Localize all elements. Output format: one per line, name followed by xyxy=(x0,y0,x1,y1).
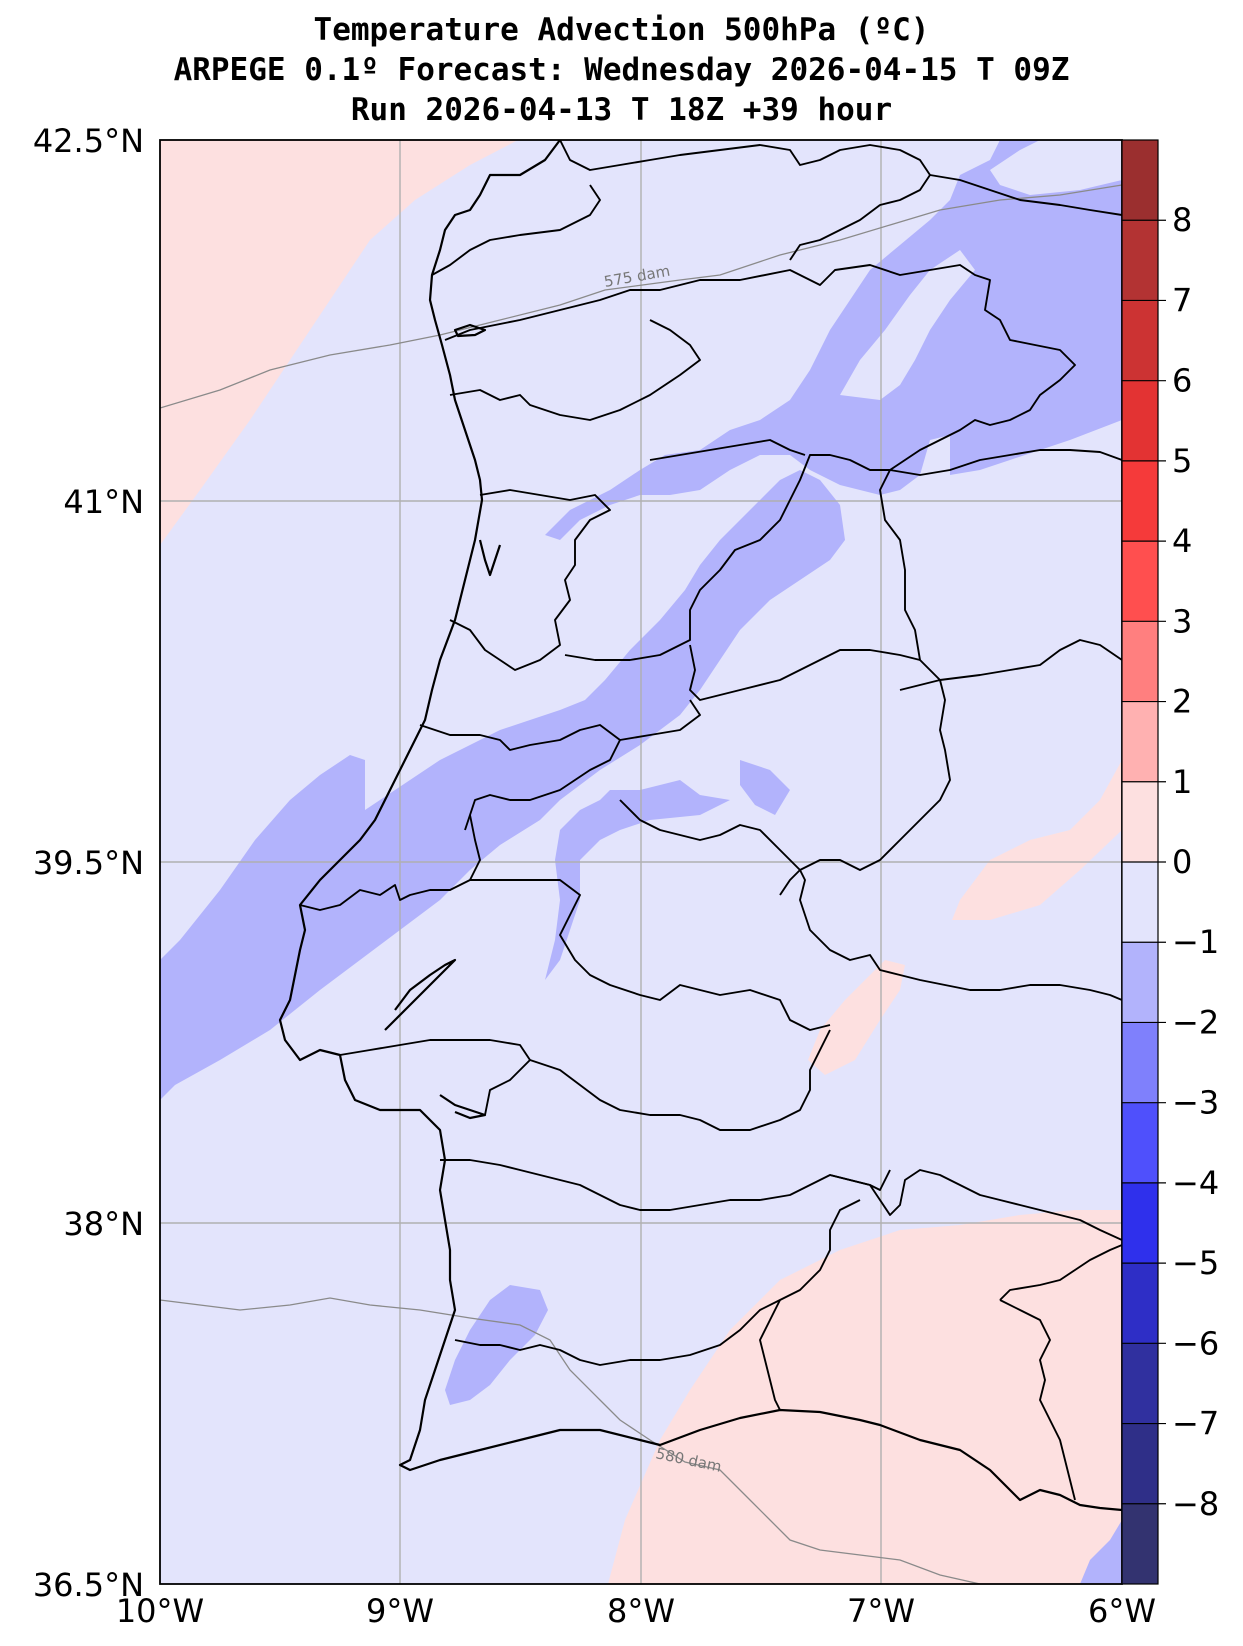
colorbar-segment xyxy=(1122,862,1158,943)
colorbar-tick-label: −1 xyxy=(1172,923,1219,961)
border-spain-east xyxy=(999,1244,1122,1301)
colorbar-tick-label: 8 xyxy=(1172,201,1192,239)
cold-advection-northeast-gap xyxy=(990,140,1122,195)
colorbar-segment xyxy=(1122,380,1158,462)
cold-advection-north-band xyxy=(545,140,1122,540)
colorbar-segment xyxy=(1122,1343,1158,1425)
colorbar-tick-label: 6 xyxy=(1172,362,1192,400)
coastline-sado-estuary xyxy=(439,1094,487,1120)
lon-label-8w: 8°W xyxy=(607,1592,675,1630)
colorbar-tick-label: −2 xyxy=(1172,1003,1219,1041)
colorbar-tick-label: −3 xyxy=(1172,1084,1219,1122)
border-district-porto-aveiro xyxy=(449,489,611,671)
colorbar-tick-label: 5 xyxy=(1172,442,1192,480)
lat-label-42-5: 42.5°N xyxy=(33,122,144,160)
warm-advection-east xyxy=(952,760,1122,920)
border-district-vila-real xyxy=(649,439,806,461)
border-district-braga-porto xyxy=(449,319,701,421)
colorbar-tick-label: −4 xyxy=(1172,1164,1219,1202)
border-district-lisboa-setubal xyxy=(339,1039,531,1116)
border-district-castelo-branco xyxy=(619,699,701,741)
colorbar-tick-label: −5 xyxy=(1172,1244,1219,1282)
chart-title-line-3: Run 2026-04-13 T 18Z +39 hour xyxy=(350,92,893,128)
lat-axis-labels: 42.5°N 41°N 39.5°N 38°N 36.5°N xyxy=(33,122,144,1604)
colorbar-segment xyxy=(1122,1182,1158,1264)
border-spain-portugal-north xyxy=(444,264,1076,896)
colorbar-segment xyxy=(1122,1022,1158,1104)
cold-advection-southeast-patch xyxy=(1080,1520,1122,1584)
border-spain-sevilla xyxy=(999,1299,1076,1501)
colorbar-segment xyxy=(1122,621,1158,703)
colorbar-tick-label: −6 xyxy=(1172,1324,1219,1362)
colorbar-segment xyxy=(1122,460,1158,542)
contour-580-dam xyxy=(160,1297,981,1584)
colorbar-segment xyxy=(1122,1102,1158,1184)
colorbar-tick-label: 7 xyxy=(1172,281,1192,319)
lat-label-39-5: 39.5°N xyxy=(33,844,144,882)
colorbar-segment xyxy=(1122,701,1158,783)
colorbar-segment xyxy=(1122,220,1158,301)
colorbar-tick-label: −7 xyxy=(1172,1405,1219,1443)
chart-title-line-1: Temperature Advection 500hPa (ºC) xyxy=(313,12,930,48)
chart-title-line-2: ARPEGE 0.1º Forecast: Wednesday 2026-04-… xyxy=(173,52,1070,88)
colorbar-tick-label: 1 xyxy=(1172,763,1192,801)
border-district-portalegre xyxy=(619,799,1122,1001)
warm-advection-southeast xyxy=(608,1210,1122,1584)
lon-label-10w: 10°W xyxy=(116,1592,204,1630)
lon-label-9w: 9°W xyxy=(366,1592,434,1630)
lon-axis-labels: 10°W 9°W 8°W 7°W 6°W xyxy=(116,1592,1156,1630)
cold-advection-hole-north xyxy=(840,250,975,400)
colorbar-segment xyxy=(1122,300,1158,382)
coastline-aveiro-lagoon xyxy=(478,539,502,577)
lon-label-7w: 7°W xyxy=(847,1592,915,1630)
border-spain-salamanca xyxy=(889,449,1122,476)
lon-label-6w: 6°W xyxy=(1088,1592,1156,1630)
colorbar-segment xyxy=(1122,1263,1158,1344)
lat-label-38: 38°N xyxy=(63,1205,144,1243)
colorbar-tick-label: 4 xyxy=(1172,522,1192,560)
lat-label-41: 41°N xyxy=(63,483,144,521)
cold-advection-small-patch xyxy=(740,760,790,815)
colorbar-segment xyxy=(1122,1423,1158,1505)
colorbar-segment xyxy=(1122,140,1158,221)
border-district-coimbra xyxy=(419,724,621,831)
colorbar-segment xyxy=(1122,781,1158,863)
colorbar-tick-label: 3 xyxy=(1172,602,1192,640)
lat-label-36-5: 36.5°N xyxy=(33,1566,144,1604)
coastline-tagus-estuary xyxy=(384,958,457,1031)
border-district-leiria-santarem xyxy=(299,814,481,911)
colorbar-segment xyxy=(1122,942,1158,1023)
border-spain-huelva xyxy=(759,1299,781,1411)
border-district-viseu xyxy=(564,454,890,661)
gridlines xyxy=(160,140,1122,1584)
border-district-beja-faro xyxy=(454,1199,861,1366)
border-spain-pontevedra xyxy=(431,184,601,276)
border-district-guarda xyxy=(689,644,921,701)
colorbar-tick-label: 2 xyxy=(1172,683,1192,721)
colorbar-segment xyxy=(1122,541,1158,622)
warm-advection-northwest xyxy=(160,140,518,545)
colorbar-tick-label: −8 xyxy=(1172,1485,1219,1523)
cold-advection-west-band xyxy=(160,470,845,1100)
colorbar: 8 7 6 5 4 3 2 1 0 −1 −2 −3 −4 −5 −6 −7 −8 xyxy=(1121,139,1219,1585)
border-spain-extremadura xyxy=(899,639,1122,691)
border-spain-orense xyxy=(559,140,931,261)
border-district-evora-beja xyxy=(529,1029,831,1131)
colorbar-segment xyxy=(1122,1503,1158,1585)
colorbar-tick-label: 0 xyxy=(1172,843,1192,881)
border-spain-portugal-south xyxy=(829,1169,1122,1241)
cold-advection-mid-lobe xyxy=(545,780,730,980)
border-district-santarem-evora xyxy=(470,879,831,1031)
contour-575-dam xyxy=(160,184,1122,409)
border-spain-zamora xyxy=(929,174,1122,216)
